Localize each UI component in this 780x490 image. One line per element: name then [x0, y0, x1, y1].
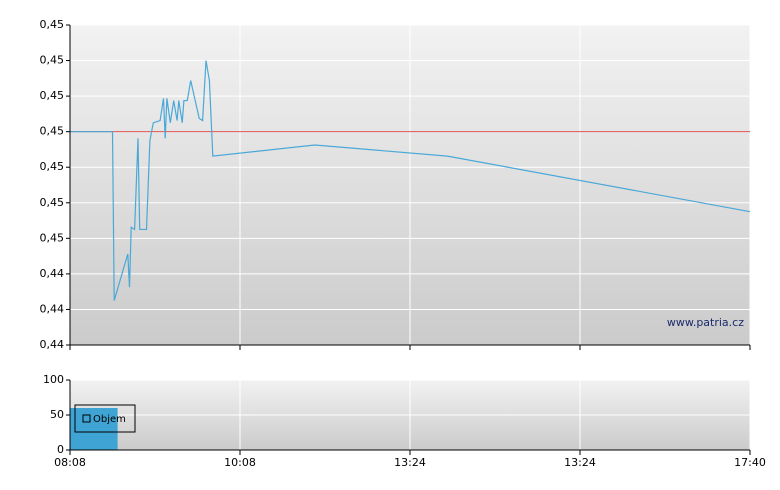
- y-tick-label: 0,45: [40, 18, 65, 31]
- x-tick-label: 17:40: [734, 456, 766, 469]
- x-tick-label: 13:24: [564, 456, 596, 469]
- x-tick-label: 08:08: [54, 456, 86, 469]
- y-tick-label: 0,45: [40, 196, 65, 209]
- y-tick-label: 0,45: [40, 89, 65, 102]
- y-tick-label: 0,44: [40, 302, 65, 315]
- y-tick-label: 0: [57, 443, 64, 456]
- y-tick-label: 50: [50, 408, 64, 421]
- legend-label: Objem: [93, 414, 126, 425]
- y-tick-label: 100: [43, 373, 64, 386]
- y-tick-label: 0,45: [40, 231, 65, 244]
- legend-box: [74, 404, 136, 433]
- y-tick-label: 0,45: [40, 125, 65, 138]
- x-tick-label: 10:08: [224, 456, 256, 469]
- watermark: www.patria.cz: [667, 316, 744, 329]
- y-tick-label: 0,45: [40, 160, 65, 173]
- legend-swatch: [82, 414, 91, 423]
- x-tick-label: 13:24: [394, 456, 426, 469]
- y-tick-label: 0,44: [40, 338, 65, 351]
- volume-bar: [70, 408, 118, 450]
- price-line: [70, 60, 751, 301]
- y-tick-label: 0,45: [40, 54, 65, 67]
- y-tick-label: 0,44: [40, 267, 65, 280]
